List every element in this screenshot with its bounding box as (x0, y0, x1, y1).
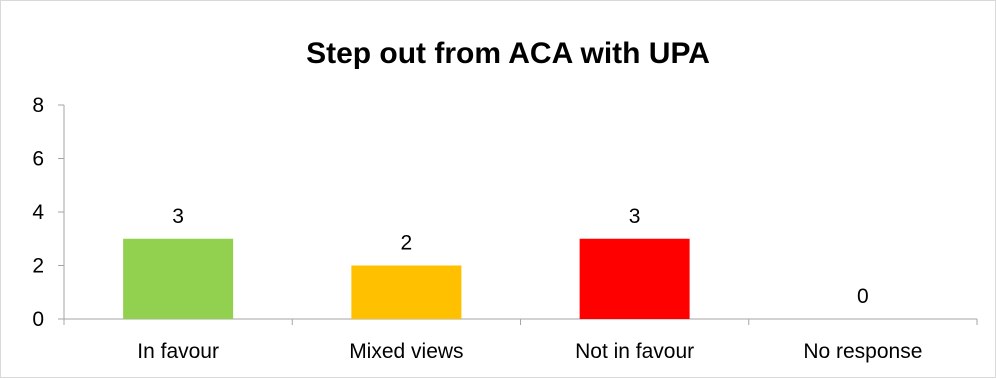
bar (123, 238, 234, 319)
category-label: In favour (137, 340, 219, 363)
category-labels: In favour Mixed views Not in favour No resp… (137, 340, 922, 363)
bars (123, 238, 690, 319)
category-label: Not in favour (575, 340, 694, 363)
y-tick-label: 6 (32, 148, 44, 171)
data-label: 3 (629, 205, 641, 228)
y-tick-label: 2 (32, 255, 44, 278)
data-label: 2 (401, 232, 413, 255)
data-label: 0 (857, 285, 869, 308)
bar (351, 265, 462, 319)
data-label: 3 (172, 205, 184, 228)
chart-title: Step out from ACA with UPA (306, 37, 710, 70)
y-tick-label: 0 (32, 308, 44, 331)
data-labels: 3 2 3 0 (172, 205, 868, 308)
y-tick-label: 8 (32, 94, 44, 117)
category-label: No response (803, 340, 922, 363)
y-tick-label: 4 (32, 201, 44, 224)
category-label: Mixed views (349, 340, 463, 363)
bar (579, 238, 690, 319)
